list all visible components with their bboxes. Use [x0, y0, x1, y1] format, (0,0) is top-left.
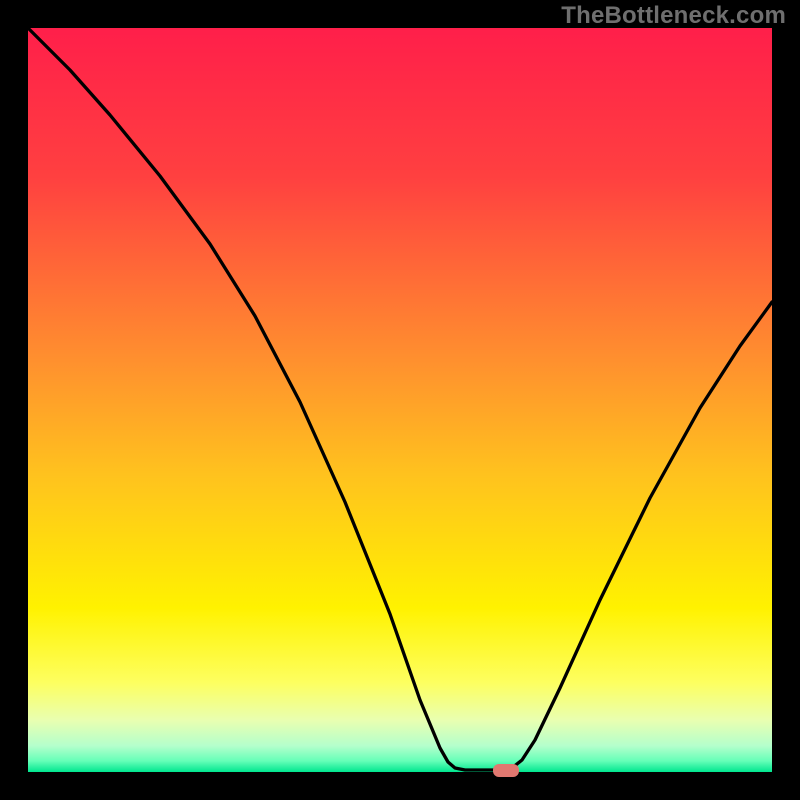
bottleneck-curve	[0, 0, 800, 800]
chart-frame: TheBottleneck.com	[0, 0, 800, 800]
optimum-marker	[493, 764, 519, 777]
curve-path	[28, 28, 772, 770]
watermark-text: TheBottleneck.com	[561, 2, 786, 30]
